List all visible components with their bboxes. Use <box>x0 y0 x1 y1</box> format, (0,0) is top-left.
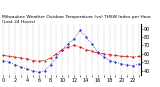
Text: Milwaukee Weather Outdoor Temperature (vs) THSW Index per Hour (Last 24 Hours): Milwaukee Weather Outdoor Temperature (v… <box>2 15 150 24</box>
